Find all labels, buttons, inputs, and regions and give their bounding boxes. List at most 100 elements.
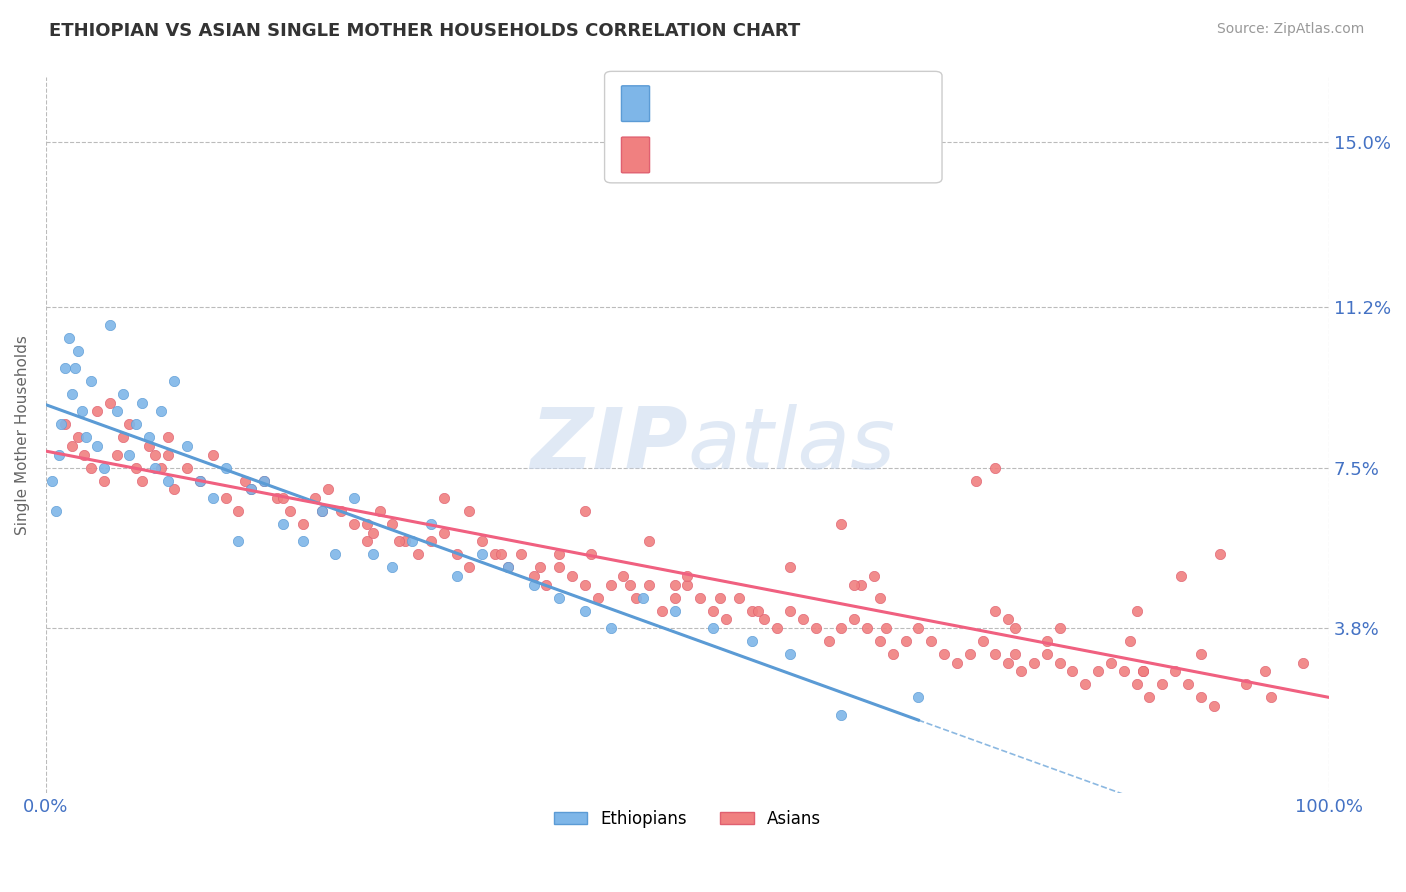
Point bbox=[548, 547, 571, 561]
Point bbox=[138, 439, 160, 453]
Point bbox=[1152, 677, 1174, 691]
Point bbox=[471, 547, 494, 561]
Point bbox=[1177, 677, 1199, 691]
Point bbox=[188, 474, 211, 488]
Point bbox=[586, 591, 609, 605]
Point bbox=[80, 374, 103, 388]
Point bbox=[548, 591, 571, 605]
Point bbox=[214, 491, 236, 505]
Point bbox=[574, 504, 596, 518]
Point bbox=[394, 534, 416, 549]
Point bbox=[67, 430, 90, 444]
Point bbox=[316, 482, 339, 496]
Point bbox=[727, 591, 749, 605]
Point bbox=[156, 474, 179, 488]
Point bbox=[766, 621, 789, 635]
Point bbox=[458, 560, 481, 574]
Point bbox=[419, 516, 441, 531]
Point bbox=[266, 491, 288, 505]
Point bbox=[496, 560, 519, 574]
Point bbox=[361, 547, 384, 561]
Point bbox=[1074, 677, 1097, 691]
Point bbox=[965, 474, 987, 488]
Point bbox=[509, 547, 531, 561]
Point bbox=[894, 634, 917, 648]
Point bbox=[1049, 621, 1071, 635]
Point bbox=[612, 569, 634, 583]
Point bbox=[401, 534, 423, 549]
Point bbox=[406, 547, 429, 561]
Point bbox=[67, 343, 90, 358]
Point bbox=[70, 404, 93, 418]
Point bbox=[1099, 656, 1122, 670]
Point bbox=[875, 621, 897, 635]
Point bbox=[869, 591, 891, 605]
Text: N =: N = bbox=[779, 147, 815, 165]
Point bbox=[98, 318, 121, 332]
Point bbox=[619, 577, 641, 591]
Text: 55: 55 bbox=[814, 95, 837, 113]
Point bbox=[1170, 569, 1192, 583]
Point bbox=[849, 577, 872, 591]
Point bbox=[574, 604, 596, 618]
Point bbox=[1202, 698, 1225, 713]
Point bbox=[343, 491, 366, 505]
Point bbox=[496, 560, 519, 574]
Point bbox=[869, 634, 891, 648]
Point bbox=[1189, 690, 1212, 705]
Point bbox=[368, 504, 391, 518]
Point bbox=[278, 504, 301, 518]
Point bbox=[343, 516, 366, 531]
Point bbox=[676, 577, 699, 591]
Y-axis label: Single Mother Households: Single Mother Households bbox=[15, 335, 30, 535]
Point bbox=[972, 634, 994, 648]
Point bbox=[1137, 690, 1160, 705]
Point bbox=[997, 656, 1019, 670]
Point bbox=[228, 504, 250, 518]
Point bbox=[471, 534, 494, 549]
Point bbox=[253, 474, 276, 488]
Point bbox=[709, 591, 731, 605]
Point bbox=[689, 591, 711, 605]
Point bbox=[714, 612, 737, 626]
Point bbox=[118, 417, 141, 432]
Point bbox=[48, 448, 70, 462]
Point bbox=[638, 534, 661, 549]
Point bbox=[311, 504, 333, 518]
Point bbox=[131, 395, 153, 409]
Point bbox=[51, 417, 73, 432]
Point bbox=[93, 460, 115, 475]
Point bbox=[984, 604, 1007, 618]
Text: atlas: atlas bbox=[688, 404, 896, 487]
Point bbox=[330, 504, 353, 518]
Point bbox=[163, 374, 186, 388]
Point bbox=[65, 360, 87, 375]
Point bbox=[86, 404, 108, 418]
Point bbox=[233, 474, 256, 488]
Point bbox=[1119, 634, 1142, 648]
Point bbox=[638, 577, 661, 591]
Point bbox=[1035, 634, 1057, 648]
Point bbox=[446, 569, 468, 583]
Point bbox=[53, 417, 76, 432]
Text: ZIP: ZIP bbox=[530, 404, 688, 487]
Point bbox=[959, 647, 981, 661]
Point bbox=[214, 460, 236, 475]
Point bbox=[624, 591, 647, 605]
Point bbox=[1234, 677, 1257, 691]
Point bbox=[1004, 647, 1026, 661]
Point bbox=[125, 460, 148, 475]
Point bbox=[702, 621, 724, 635]
Point bbox=[80, 460, 103, 475]
Point bbox=[1022, 656, 1045, 670]
Text: R =: R = bbox=[659, 95, 696, 113]
Point bbox=[856, 621, 879, 635]
Point bbox=[361, 525, 384, 540]
Point bbox=[176, 460, 198, 475]
Point bbox=[1035, 647, 1057, 661]
Point bbox=[522, 577, 544, 591]
Point bbox=[1260, 690, 1282, 705]
Point bbox=[907, 621, 929, 635]
Point bbox=[273, 516, 295, 531]
Point bbox=[862, 569, 884, 583]
